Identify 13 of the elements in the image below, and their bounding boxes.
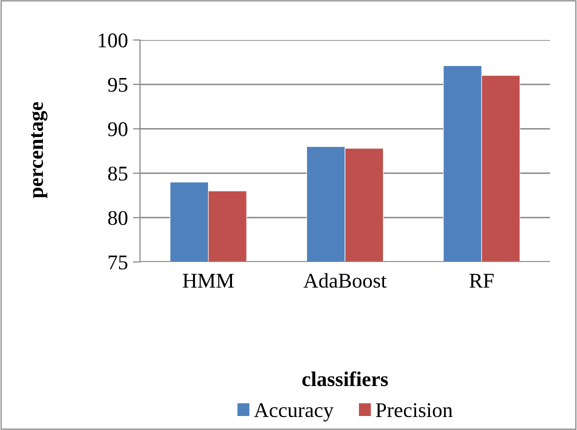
x-tick-label: RF bbox=[470, 274, 494, 288]
y-tick-label: 90 bbox=[108, 122, 128, 136]
y-tick-label: 80 bbox=[108, 210, 128, 226]
legend-label: Accuracy bbox=[254, 403, 334, 422]
y-axis-title: percentage bbox=[31, 102, 48, 198]
legend-label: Precision bbox=[376, 403, 453, 418]
y-tick-label: 75 bbox=[108, 256, 128, 270]
y-tick-label: 95 bbox=[108, 78, 128, 92]
y-tick-label: 100 bbox=[98, 33, 128, 48]
x-tick-label: AdaBoost bbox=[304, 273, 387, 288]
x-tick-label: HMM bbox=[182, 274, 234, 288]
x-axis-title: classifiers bbox=[302, 371, 388, 386]
y-tick-label: 85 bbox=[108, 166, 128, 181]
